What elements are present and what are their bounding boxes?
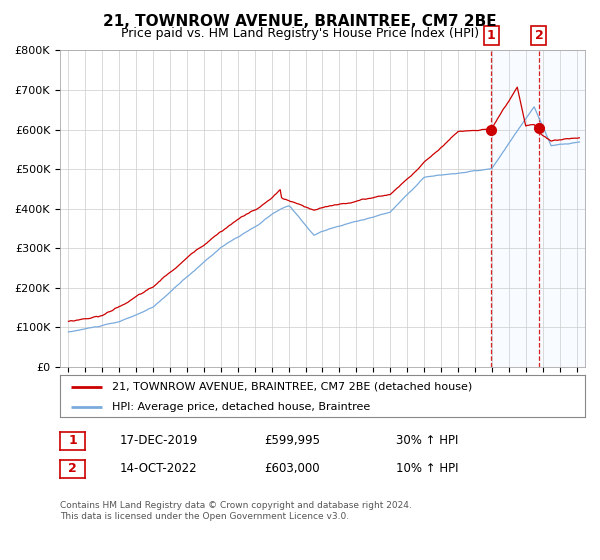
Text: 2: 2	[535, 29, 544, 42]
Text: 1: 1	[487, 29, 496, 42]
Text: 2: 2	[68, 462, 77, 475]
Text: 17-DEC-2019: 17-DEC-2019	[120, 434, 199, 447]
Text: HPI: Average price, detached house, Braintree: HPI: Average price, detached house, Brai…	[113, 402, 371, 412]
Text: 21, TOWNROW AVENUE, BRAINTREE, CM7 2BE: 21, TOWNROW AVENUE, BRAINTREE, CM7 2BE	[103, 14, 497, 29]
Text: Contains HM Land Registry data © Crown copyright and database right 2024.
This d: Contains HM Land Registry data © Crown c…	[60, 501, 412, 521]
Text: 1: 1	[68, 434, 77, 447]
Bar	[491, 50, 585, 367]
Text: £603,000: £603,000	[264, 462, 320, 475]
Text: Price paid vs. HM Land Registry's House Price Index (HPI): Price paid vs. HM Land Registry's House …	[121, 27, 479, 40]
Text: 30% ↑ HPI: 30% ↑ HPI	[396, 434, 458, 447]
Text: £599,995: £599,995	[264, 434, 320, 447]
Text: 21, TOWNROW AVENUE, BRAINTREE, CM7 2BE (detached house): 21, TOWNROW AVENUE, BRAINTREE, CM7 2BE (…	[113, 382, 473, 392]
Text: 10% ↑ HPI: 10% ↑ HPI	[396, 462, 458, 475]
Text: 14-OCT-2022: 14-OCT-2022	[120, 462, 197, 475]
